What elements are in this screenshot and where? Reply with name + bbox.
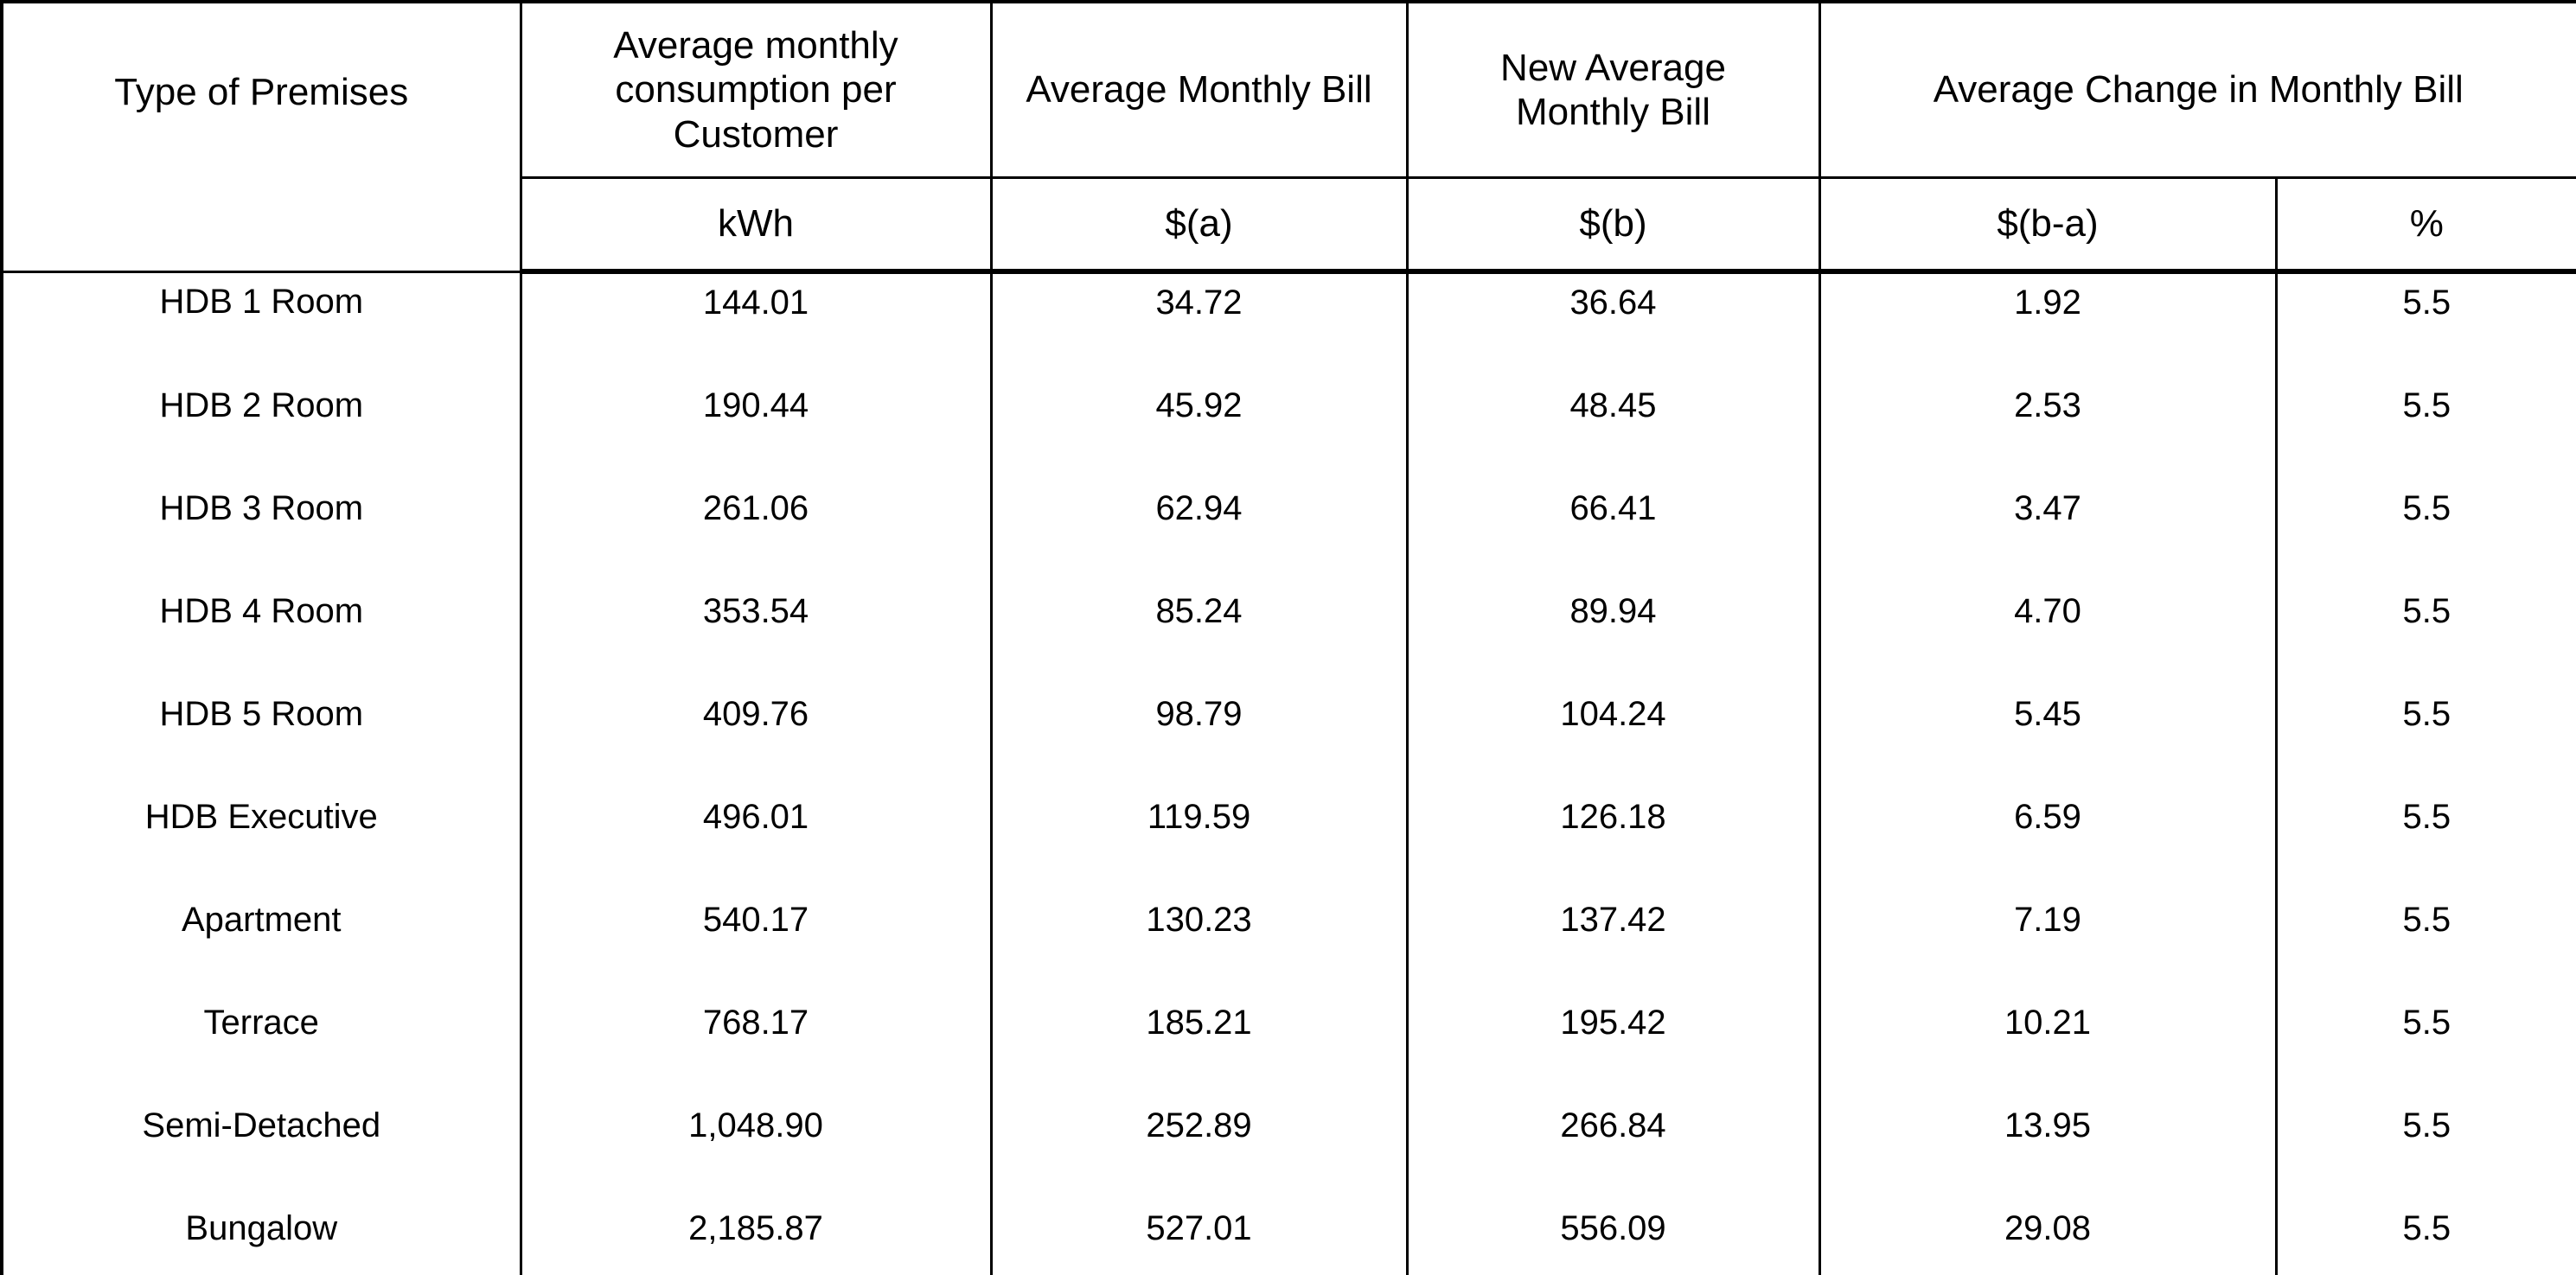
cell-bill-a: 185.21 [989, 994, 1409, 1097]
cell-consumption: 1,048.90 [519, 1097, 993, 1200]
table-row: Terrace 768.17 185.21 195.42 10.21 5.5 [0, 994, 2576, 1097]
col-header-average-change: Average Change in Monthly Bill [1818, 2, 2576, 179]
table-row: HDB 2 Room 190.44 45.92 48.45 2.53 5.5 [0, 377, 2576, 480]
cell-bill-b: 137.42 [1405, 891, 1821, 994]
cell-bill-b: 104.24 [1405, 685, 1821, 788]
cell-change-amount: 6.59 [1818, 788, 2278, 891]
cell-premises: HDB 4 Room [0, 583, 522, 685]
unit-change-percent: % [2274, 177, 2576, 274]
header-row-main: Type of Premises Average monthly consump… [0, 2, 2576, 273]
cell-premises: Apartment [0, 891, 522, 994]
cell-bill-a: 130.23 [989, 891, 1409, 994]
cell-change-percent: 5.5 [2274, 583, 2576, 685]
cell-change-percent: 5.5 [2274, 685, 2576, 788]
table-row: HDB 5 Room 409.76 98.79 104.24 5.45 5.5 [0, 685, 2576, 788]
cell-change-percent: 5.5 [2274, 1200, 2576, 1275]
table-body: HDB 1 Room 144.01 34.72 36.64 1.92 5.5 H… [0, 271, 2576, 1275]
cell-bill-a: 34.72 [989, 271, 1409, 377]
cell-bill-b: 195.42 [1405, 994, 1821, 1097]
cell-consumption: 540.17 [519, 891, 993, 994]
cell-bill-b: 126.18 [1405, 788, 1821, 891]
col-header-new-average-monthly-bill: New Average Monthly Bill [1405, 2, 1821, 179]
unit-kwh: kWh [519, 177, 993, 274]
col-header-consumption: Average monthly consumption per Customer [519, 2, 993, 179]
cell-consumption: 496.01 [519, 788, 993, 891]
cell-bill-b: 48.45 [1405, 377, 1821, 480]
cell-change-amount: 2.53 [1818, 377, 2278, 480]
cell-bill-b: 89.94 [1405, 583, 1821, 685]
cell-consumption: 353.54 [519, 583, 993, 685]
cell-bill-a: 252.89 [989, 1097, 1409, 1200]
cell-bill-a: 119.59 [989, 788, 1409, 891]
unit-change-amount: $(b-a) [1818, 177, 2278, 274]
cell-consumption: 144.01 [519, 271, 993, 377]
cell-bill-a: 85.24 [989, 583, 1409, 685]
cell-premises: Semi-Detached [0, 1097, 522, 1200]
cell-change-amount: 5.45 [1818, 685, 2278, 788]
cell-change-amount: 29.08 [1818, 1200, 2278, 1275]
table-row: HDB 4 Room 353.54 85.24 89.94 4.70 5.5 [0, 583, 2576, 685]
cell-bill-b: 556.09 [1405, 1200, 1821, 1275]
cell-change-percent: 5.5 [2274, 480, 2576, 583]
cell-change-amount: 7.19 [1818, 891, 2278, 994]
col-header-type-of-premises: Type of Premises [0, 2, 522, 273]
cell-change-percent: 5.5 [2274, 271, 2576, 377]
cell-change-percent: 5.5 [2274, 377, 2576, 480]
unit-bill-a: $(a) [989, 177, 1409, 274]
cell-premises: HDB 3 Room [0, 480, 522, 583]
col-header-average-monthly-bill: Average Monthly Bill [989, 2, 1409, 179]
cell-consumption: 768.17 [519, 994, 993, 1097]
cell-consumption: 190.44 [519, 377, 993, 480]
cell-change-amount: 13.95 [1818, 1097, 2278, 1200]
cell-premises: HDB 5 Room [0, 685, 522, 788]
cell-consumption: 261.06 [519, 480, 993, 583]
table-header: Type of Premises Average monthly consump… [0, 2, 2576, 274]
table-row: Apartment 540.17 130.23 137.42 7.19 5.5 [0, 891, 2576, 994]
cell-premises: Terrace [0, 994, 522, 1097]
table-row: Semi-Detached 1,048.90 252.89 266.84 13.… [0, 1097, 2576, 1200]
cell-bill-a: 527.01 [989, 1200, 1409, 1275]
cell-change-amount: 4.70 [1818, 583, 2278, 685]
cell-bill-a: 45.92 [989, 377, 1409, 480]
cell-change-amount: 10.21 [1818, 994, 2278, 1097]
cell-premises: HDB Executive [0, 788, 522, 891]
cell-bill-b: 66.41 [1405, 480, 1821, 583]
table-row: HDB 3 Room 261.06 62.94 66.41 3.47 5.5 [0, 480, 2576, 583]
cell-consumption: 409.76 [519, 685, 993, 788]
cell-change-percent: 5.5 [2274, 994, 2576, 1097]
table-row: Bungalow 2,185.87 527.01 556.09 29.08 5.… [0, 1200, 2576, 1275]
cell-change-amount: 3.47 [1818, 480, 2278, 583]
cell-change-percent: 5.5 [2274, 891, 2576, 994]
cell-change-percent: 5.5 [2274, 788, 2576, 891]
header-row-units: kWh $(a) $(b) $(b-a) % [2, 177, 2576, 274]
cell-bill-b: 266.84 [1405, 1097, 1821, 1200]
cell-premises: HDB 2 Room [0, 377, 522, 480]
cell-premises: Bungalow [0, 1200, 522, 1275]
cell-change-amount: 1.92 [1818, 271, 2278, 377]
table-row: HDB 1 Room 144.01 34.72 36.64 1.92 5.5 [0, 271, 2576, 377]
cell-change-percent: 5.5 [2274, 1097, 2576, 1200]
table-row: HDB Executive 496.01 119.59 126.18 6.59 … [0, 788, 2576, 891]
cell-bill-a: 98.79 [989, 685, 1409, 788]
cell-bill-b: 36.64 [1405, 271, 1821, 377]
cell-bill-a: 62.94 [989, 480, 1409, 583]
unit-bill-b: $(b) [1405, 177, 1821, 274]
cell-premises: HDB 1 Room [0, 271, 522, 377]
cell-consumption: 2,185.87 [519, 1200, 993, 1275]
